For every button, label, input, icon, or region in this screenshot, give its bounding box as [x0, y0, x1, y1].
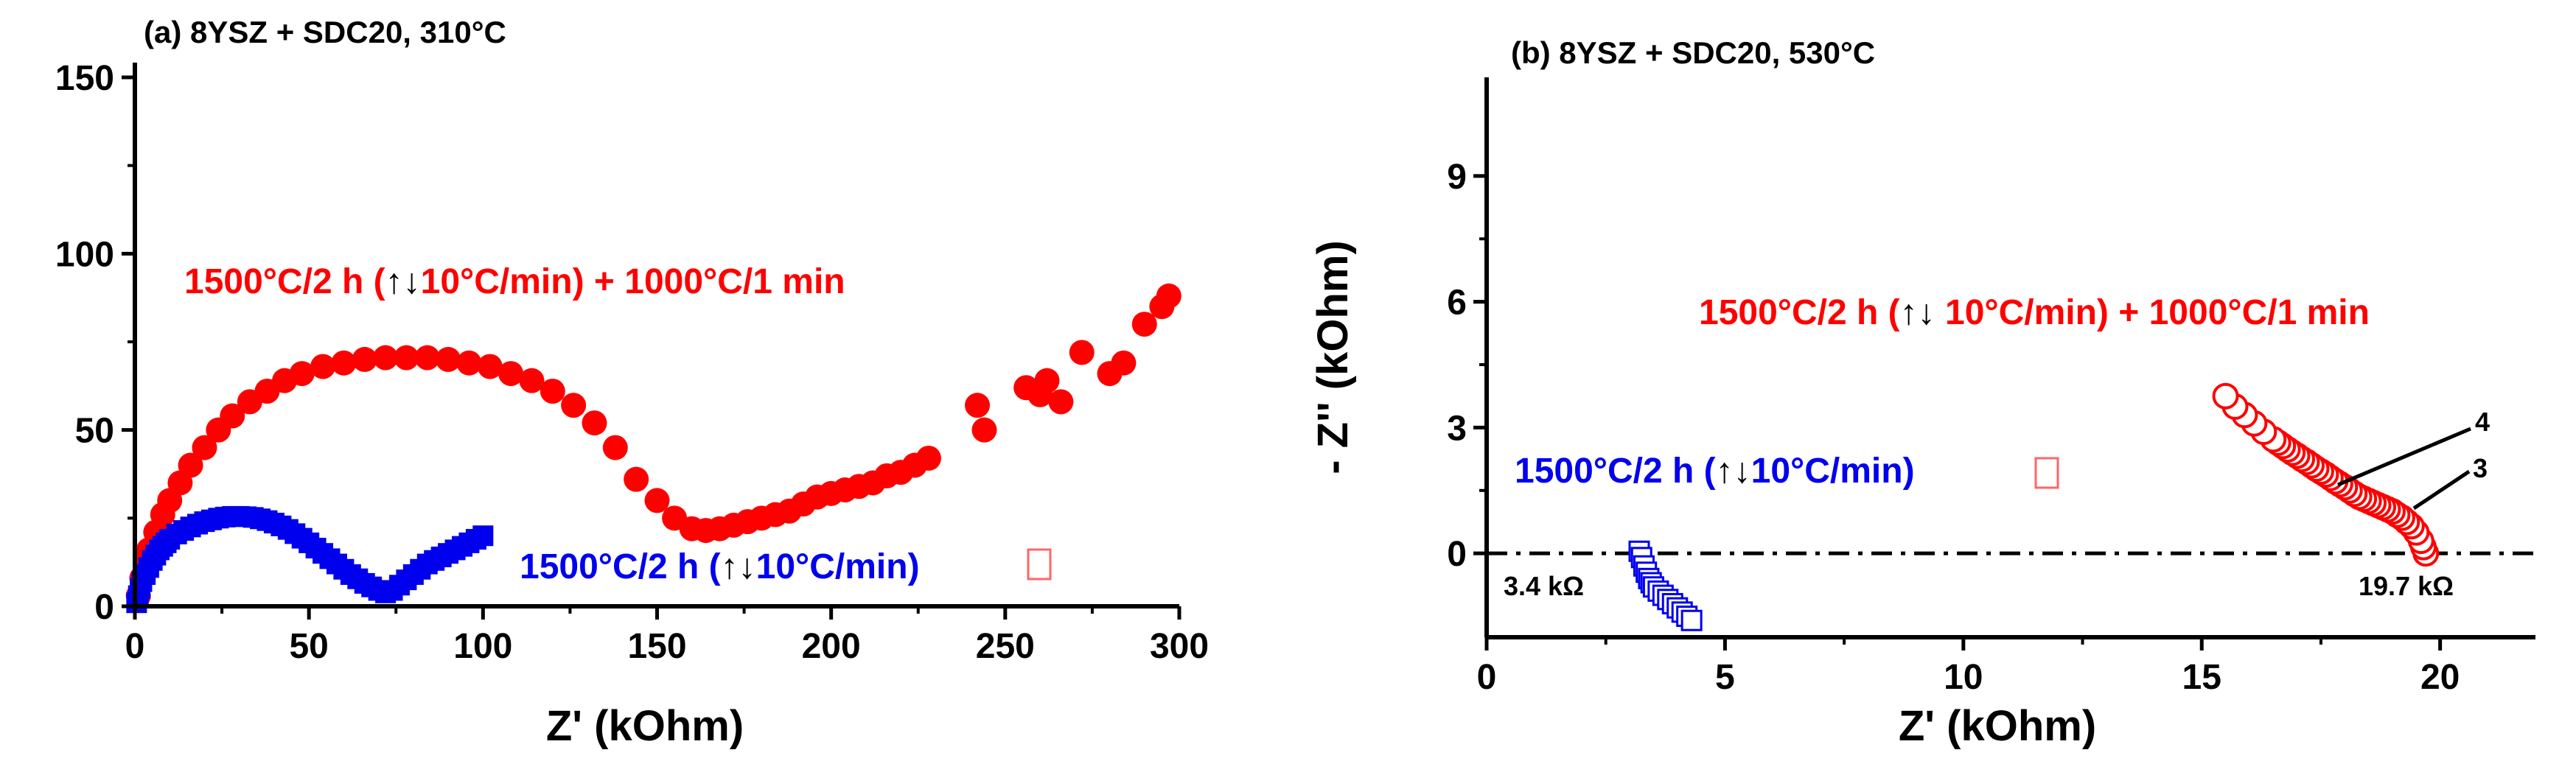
panel-a-series-0-point — [352, 346, 377, 372]
panel-b-blue-arrows: ↑↓ — [1716, 452, 1751, 491]
panel-a-x-tick-label: 300 — [1150, 627, 1209, 666]
panel-a-series-0-point — [1131, 312, 1157, 337]
panel-a-y-tick-label: 50 — [75, 412, 114, 451]
panel-b-x-tick-label: 20 — [2420, 658, 2460, 697]
panel-a-blue-arrows: ↑↓ — [721, 547, 756, 586]
panel-b-annotation-3: 3 — [2473, 453, 2488, 483]
panel-a-data-marks — [125, 283, 1181, 614]
panel-b-x-tick-label: 10 — [1944, 658, 1983, 697]
panel-a-title: (a) 8YSZ + SDC20, 310°C — [144, 15, 506, 49]
panel-a-series-0-point — [582, 410, 607, 436]
panel-b-y-tick-label: 0 — [1447, 535, 1467, 574]
panel-b-axes: 0 5 10 15 20 0 3 6 9 — [1447, 77, 2535, 697]
panel-b-x-tick-label: 15 — [2182, 658, 2221, 697]
panel-b-annotation-19-7-kohm: 19.7 kΩ — [2359, 571, 2454, 601]
panel-a-series-0-point — [971, 417, 997, 443]
panel-a-series-0-point — [1034, 368, 1060, 393]
panel-a-series-0-point — [1048, 389, 1074, 415]
panel-a-series-0-point — [373, 345, 399, 371]
panel-a-series-0-point — [436, 346, 461, 372]
panel-b-blue-series-label: 1500°C/2 h (↑↓10°C/min) — [1515, 452, 1915, 491]
panel-a-series-0-point — [519, 368, 545, 393]
panel-a-series-0-point — [644, 488, 670, 513]
panel-a-series-0-point — [624, 466, 649, 492]
panel-a-x-tick-label: 100 — [453, 627, 512, 666]
panel-a-x-tick-label: 0 — [125, 627, 145, 666]
panel-b-pointer-4 — [2337, 427, 2471, 487]
panel-a-series-0-point — [1069, 340, 1095, 365]
panel-a-x-tick-label: 150 — [627, 627, 686, 666]
panel-a-series-0-point — [414, 345, 440, 371]
panel-a-series-0-point — [394, 345, 419, 371]
panel-b-y-tick-label: 6 — [1447, 284, 1467, 323]
panel-a-series-0-point — [602, 435, 628, 460]
panel-a-y-tick-label: 150 — [55, 59, 114, 98]
panel-b-placeholder-box — [2034, 457, 2059, 489]
panel-a: (a) 8YSZ + SDC20, 310°C 0 50 100 150 200 250 3… — [55, 15, 1209, 750]
panel-a-series-0-point — [540, 379, 565, 404]
panel-a-blue-series-label: 1500°C/2 h (↑↓10°C/min) — [520, 547, 920, 586]
panel-b-red-arrows: ↑↓ — [1900, 293, 1936, 332]
panel-a-series-0-point — [178, 452, 203, 478]
panel-a-placeholder-box — [1027, 548, 1052, 581]
panel-b-x-tick-label: 5 — [1715, 658, 1735, 697]
panel-a-series-0-point — [498, 361, 524, 387]
panel-a-series-0-point — [965, 393, 991, 418]
panel-a-series-1-point — [472, 525, 494, 547]
panel-a-series-0-point — [289, 361, 315, 387]
panel-b-data-marks — [1487, 382, 2535, 631]
panel-b-y-tick-label: 3 — [1447, 409, 1467, 448]
panel-a-y-tick-label: 100 — [55, 235, 114, 274]
panel-a-series-0-point — [477, 354, 503, 379]
panel-a-axes: 0 50 100 150 200 250 300 0 50 100 150 — [55, 59, 1209, 666]
panel-a-x-tick-label: 250 — [976, 627, 1035, 666]
panel-a-x-tick-label: 200 — [802, 627, 861, 666]
panel-a-series-0-point — [561, 393, 587, 418]
panel-b-pointer-3 — [2412, 469, 2471, 511]
panel-a-series-0-point — [220, 403, 245, 429]
panel-b-series-1-point — [1680, 609, 1703, 631]
panel-b-y-axis-label: - Z'' (kOhm) — [1309, 240, 1357, 474]
panel-a-series-0-point — [1111, 350, 1137, 376]
panel-b: (b) 8YSZ + SDC20, 530°C 0 5 10 15 20 0 3 6 9 Z' … — [1309, 35, 2535, 750]
panel-a-series-0-point — [1156, 283, 1181, 309]
panel-b-title: (b) 8YSZ + SDC20, 530°C — [1511, 35, 1875, 70]
panel-b-annotation-3-4-kohm: 3.4 kΩ — [1504, 571, 1584, 601]
panel-a-series-0-point — [456, 350, 482, 376]
panel-a-x-axis-label: Z' (kOhm) — [546, 702, 744, 750]
panel-a-y-tick-label: 0 — [94, 588, 114, 627]
panel-a-red-series-label: 1500°C/2 h (↑↓10°C/min) + 1000°C/1 min — [184, 262, 845, 301]
panel-a-series-0-point — [915, 445, 941, 471]
panel-b-y-tick-label: 9 — [1447, 158, 1467, 197]
panel-b-series-0-point — [2212, 382, 2239, 410]
panel-a-red-arrows: ↑↓ — [385, 262, 421, 301]
panel-b-annotation-4: 4 — [2475, 407, 2490, 437]
panel-a-series-0-point — [331, 350, 357, 376]
panel-b-red-series-label: 1500°C/2 h (↑↓ 10°C/min) + 1000°C/1 min — [1699, 293, 2370, 332]
panel-b-x-tick-label: 0 — [1477, 658, 1497, 697]
panel-a-x-tick-label: 50 — [289, 627, 328, 666]
panel-a-series-0-point — [192, 435, 217, 460]
panel-b-x-axis-label: Z' (kOhm) — [1899, 702, 2096, 750]
panel-a-series-0-point — [310, 354, 336, 379]
